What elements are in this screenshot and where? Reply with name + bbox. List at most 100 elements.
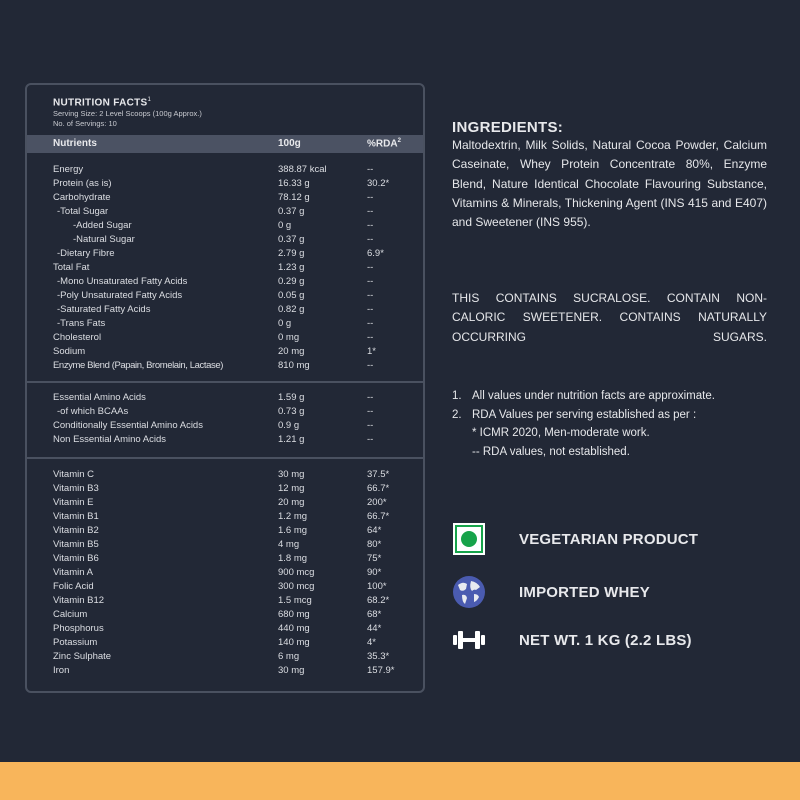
nutrition-facts-panel: NUTRITION FACTS1 Serving Size: 2 Level S…	[25, 83, 425, 693]
servings-count: No. of Servings: 10	[53, 119, 117, 128]
nutrient-rda: 80*	[367, 539, 382, 550]
vegetarian-badge: VEGETARIAN PRODUCT	[452, 522, 698, 556]
nutrient-amount: 1.6 mg	[278, 525, 308, 536]
header-nutrients: Nutrients	[53, 138, 97, 149]
nutrient-name: Essential Amino Acids	[53, 392, 146, 403]
table-row: Phosphorus 440 mg 44*	[27, 622, 423, 636]
table-row: -Saturated Fatty Acids 0.82 g --	[27, 303, 423, 317]
nutrient-name: Vitamin B5	[53, 539, 99, 550]
note-number: 1.	[452, 390, 462, 402]
nutrient-amount: 78.12 g	[278, 192, 310, 203]
nutrient-amount: 440 mg	[278, 623, 310, 634]
table-row: Vitamin B6 1.8 mg 75*	[27, 552, 423, 566]
table-row: Folic Acid 300 mcg 100*	[27, 580, 423, 594]
nutrient-name: -Mono Unsaturated Fatty Acids	[57, 276, 188, 287]
footnotes: 1. All values under nutrition facts are a…	[452, 387, 767, 461]
dumbbell-icon	[453, 631, 485, 649]
nutrient-rda: --	[367, 318, 374, 329]
nutrient-amount: 388.87 kcal	[278, 164, 327, 175]
table-row: Zinc Sulphate 6 mg 35.3*	[27, 650, 423, 664]
nutrient-rda: 6.9*	[367, 248, 384, 259]
note-number: 2.	[452, 408, 462, 421]
table-header: Nutrients 100g %RDA2	[27, 135, 423, 153]
nutrient-rda: 37.5*	[367, 469, 390, 480]
nutrient-name: Cholesterol	[53, 332, 102, 343]
nutrient-name: -Trans Fats	[57, 318, 106, 329]
nutrient-amount: 810 mg	[278, 360, 310, 371]
imported-badge: IMPORTED WHEY	[452, 575, 650, 609]
nutrient-amount: 900 mcg	[278, 567, 315, 578]
nutrient-amount: 0.82 g	[278, 304, 305, 315]
header-amount: 100g	[278, 138, 301, 149]
nutrient-rda: --	[367, 164, 374, 175]
nutrient-rda: 35.3*	[367, 651, 390, 662]
nutrient-amount: 1.2 mg	[278, 511, 308, 522]
nutrient-amount: 0 g	[278, 220, 292, 231]
bottom-stripe	[0, 762, 800, 800]
table-row: Non Essential Amino Acids 1.21 g --	[27, 433, 423, 447]
nutrient-rda: 4*	[367, 637, 376, 648]
subnote: -- RDA values, not established.	[472, 445, 630, 458]
badge-label: IMPORTED WHEY	[519, 583, 650, 601]
nutrient-name: Vitamin A	[53, 567, 93, 578]
note-text: All values under nutrition facts are app…	[472, 390, 715, 402]
nutrient-amount: 140 mg	[278, 637, 310, 648]
table-row: Sodium 20 mg 1*	[27, 345, 423, 359]
header-rda: %RDA2	[367, 138, 401, 150]
nutrient-amount: 0.29 g	[278, 276, 305, 287]
nutrient-name: -of which BCAAs	[57, 406, 129, 417]
nutrient-rda: 1*	[367, 346, 376, 357]
table-row: Essential Amino Acids 1.59 g --	[27, 391, 423, 405]
nutrient-rda: 64*	[367, 525, 382, 536]
nutrient-amount: 6 mg	[278, 651, 300, 662]
nutrient-name: Vitamin B12	[53, 595, 105, 606]
table-row: Protein (as is) 16.33 g 30.2*	[27, 177, 423, 191]
nutrient-rda: 68*	[367, 609, 382, 620]
nutrient-rda: 90*	[367, 567, 382, 578]
table-row: -of which BCAAs 0.73 g --	[27, 405, 423, 419]
nutrient-name: Potassium	[53, 637, 98, 648]
table-row: -Trans Fats 0 g --	[27, 317, 423, 331]
nutrient-rda: --	[367, 406, 374, 417]
table-row: Vitamin B2 1.6 mg 64*	[27, 524, 423, 538]
table-row: Vitamin B1 1.2 mg 66.7*	[27, 510, 423, 524]
table-row: Energy 388.87 kcal --	[27, 163, 423, 177]
table-row: -Dietary Fibre 2.79 g 6.9*	[27, 247, 423, 261]
sweetener-warning: THIS CONTAINS SUCRALOSE. CONTAIN NON-CAL…	[452, 291, 767, 344]
nutrient-amount: 1.8 mg	[278, 553, 308, 564]
nutrient-name: Folic Acid	[53, 581, 94, 592]
nutrient-rda: --	[367, 262, 374, 273]
nutrient-rda: --	[367, 420, 374, 431]
nutrient-amount: 20 mg	[278, 497, 305, 508]
ingredients-title: INGREDIENTS:	[452, 119, 564, 136]
nutrient-name: -Poly Unsaturated Fatty Acids	[57, 290, 183, 301]
vegetarian-icon	[453, 523, 485, 555]
macros-section: Energy 388.87 kcal -- Protein (as is) 16.33 …	[27, 163, 423, 373]
subnote: * ICMR 2020, Men-moderate work.	[472, 427, 650, 439]
nutrient-amount: 0.05 g	[278, 290, 305, 301]
nutrient-amount: 0 mg	[278, 332, 300, 343]
table-row: Iron 30 mg 157.9*	[27, 664, 423, 678]
badge-label: NET WT. 1 KG (2.2 LBS)	[519, 631, 692, 649]
nutrient-rda: --	[367, 192, 374, 203]
nutrient-amount: 1.23 g	[278, 262, 305, 273]
table-row: Total Fat 1.23 g --	[27, 261, 423, 275]
vitamins-section: Vitamin C 30 mg 37.5* Vitamin B3 12 mg 66.7* V…	[27, 468, 423, 678]
nutrient-name: Sodium	[53, 346, 86, 357]
nutrient-amount: 30 mg	[278, 469, 305, 480]
nutrient-rda: --	[367, 360, 374, 371]
nutrient-name: -Dietary Fibre	[57, 248, 115, 259]
table-row: Cholesterol 0 mg --	[27, 331, 423, 345]
nutrient-amount: 2.79 g	[278, 248, 305, 259]
nutrient-rda: 66.7*	[367, 511, 390, 522]
nutrient-rda: 44*	[367, 623, 382, 634]
nutrient-amount: 30 mg	[278, 665, 305, 676]
nutrient-name: Phosphorus	[53, 623, 104, 634]
table-row: Vitamin B5 4 mg 80*	[27, 538, 423, 552]
nutrient-amount: 4 mg	[278, 539, 300, 550]
amino-section: Essential Amino Acids 1.59 g -- -of which B…	[27, 391, 423, 447]
nutrient-amount: 300 mcg	[278, 581, 315, 592]
nutrient-rda: 68.2*	[367, 595, 390, 606]
nutrient-amount: 680 mg	[278, 609, 310, 620]
nutrient-rda: --	[367, 332, 374, 343]
